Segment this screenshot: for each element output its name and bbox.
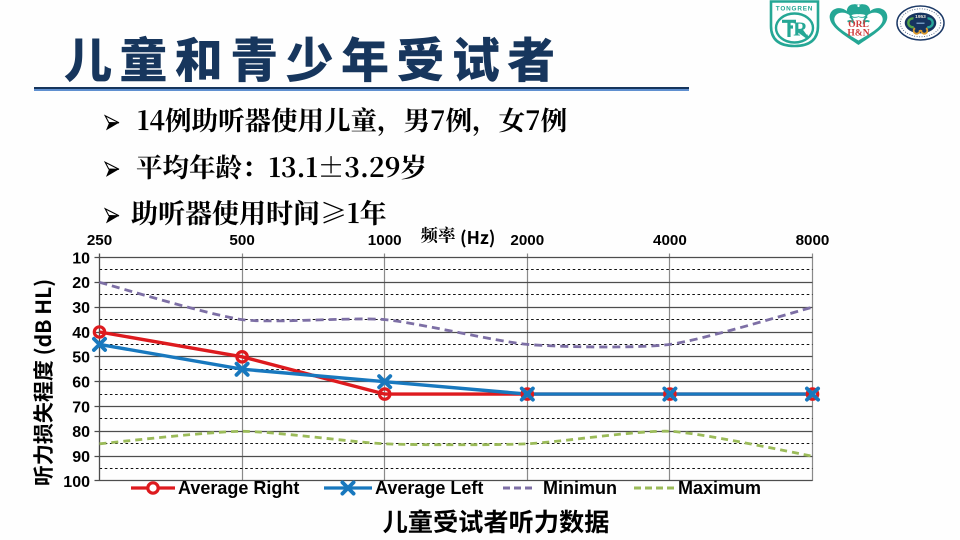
svg-text:2000: 2000 (510, 232, 544, 249)
svg-text:100: 100 (63, 474, 90, 491)
svg-text:1000: 1000 (368, 232, 402, 249)
svg-text:1953: 1953 (915, 14, 926, 20)
svg-text:Average Left: Average Left (375, 478, 483, 498)
svg-text:60: 60 (72, 375, 90, 392)
svg-text:H&N: H&N (847, 29, 869, 39)
svg-text:Average Right: Average Right (178, 478, 299, 498)
svg-text:40: 40 (72, 325, 90, 342)
svg-text:Minimun: Minimun (543, 478, 617, 498)
svg-text:ORL: ORL (848, 20, 869, 30)
svg-text:90: 90 (72, 449, 90, 466)
svg-text:10: 10 (72, 250, 90, 267)
svg-text:30: 30 (72, 300, 90, 317)
svg-text:20: 20 (72, 275, 90, 292)
svg-text:50: 50 (72, 350, 90, 367)
svg-text:80: 80 (72, 424, 90, 441)
svg-text:250: 250 (87, 232, 112, 249)
svg-text:4000: 4000 (653, 232, 687, 249)
svg-text:70: 70 (72, 399, 90, 416)
svg-text:Maximum: Maximum (678, 478, 761, 498)
svg-text:TONGREN: TONGREN (776, 6, 813, 13)
svg-text:500: 500 (229, 232, 254, 249)
svg-text:8000: 8000 (796, 232, 830, 249)
